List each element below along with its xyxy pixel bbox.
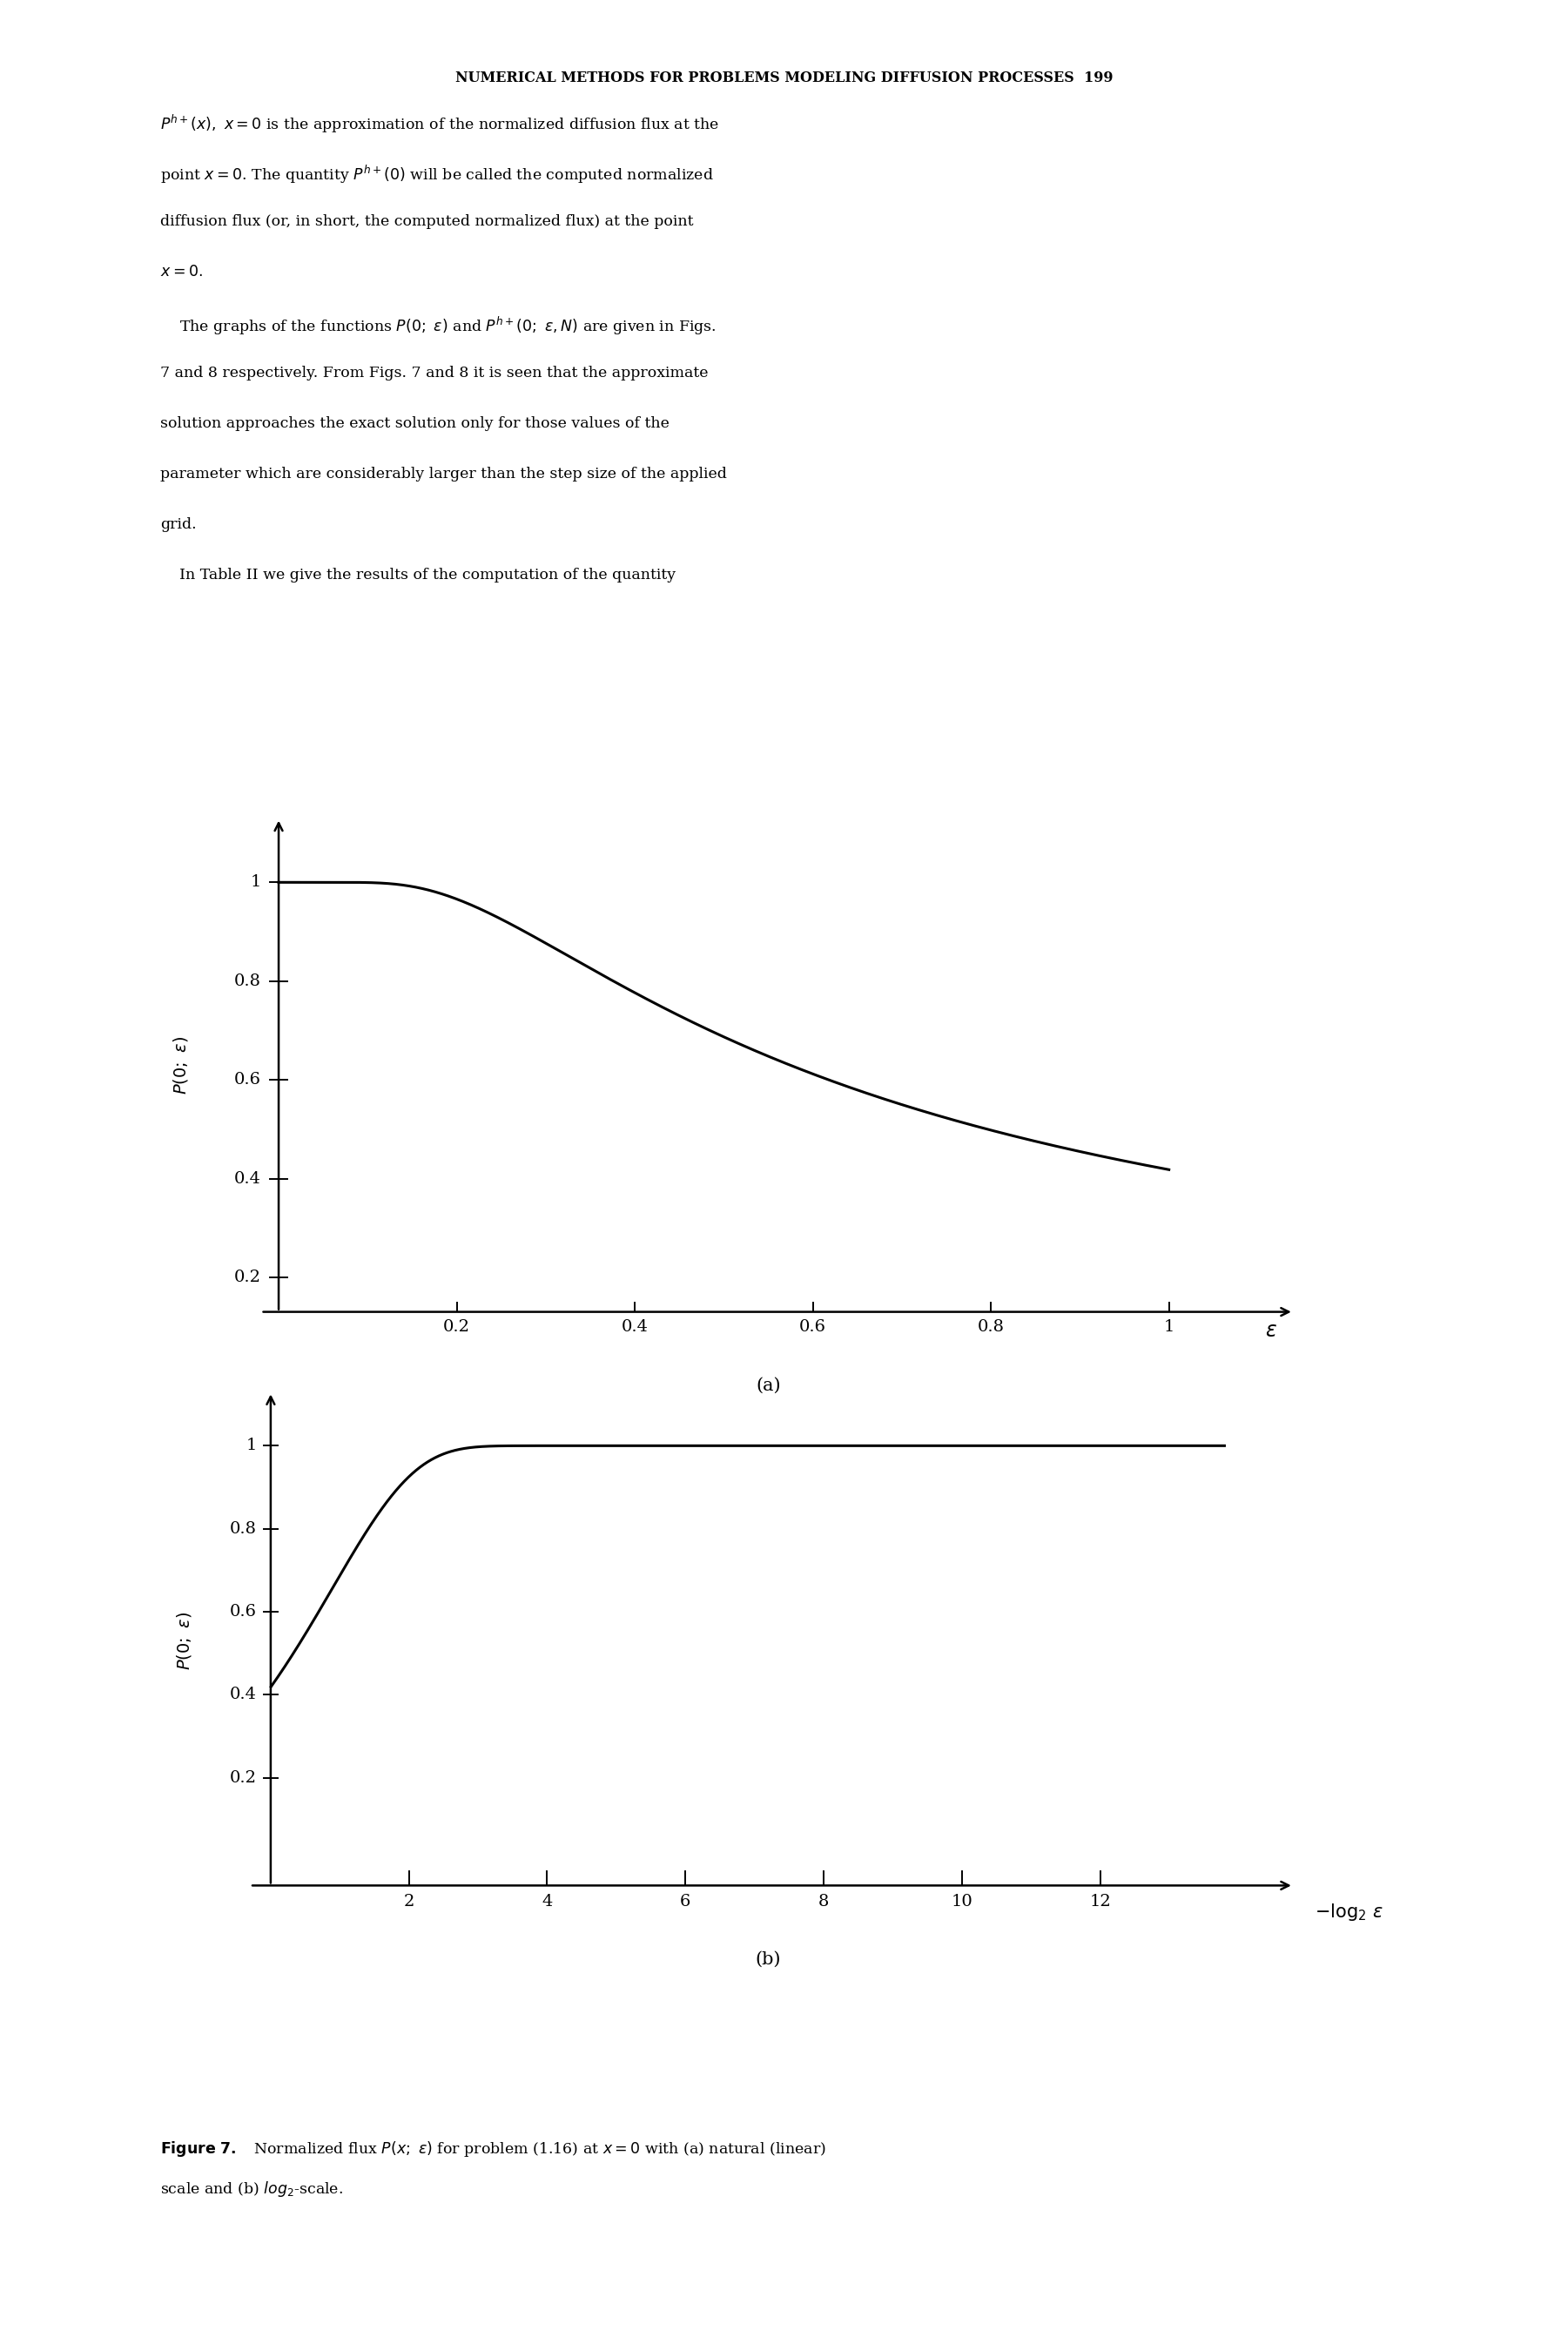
Text: 6: 6: [681, 1895, 691, 1909]
Text: 0.6: 0.6: [234, 1072, 260, 1089]
Text: 0.6: 0.6: [800, 1319, 826, 1335]
Text: $-\log_2\,\varepsilon$: $-\log_2\,\varepsilon$: [1314, 1902, 1383, 1923]
Text: 0.8: 0.8: [977, 1319, 1005, 1335]
Text: The graphs of the functions $P(0;\ \varepsilon)$ and $P^{h+}(0;\ \varepsilon, N): The graphs of the functions $P(0;\ \vare…: [160, 315, 717, 336]
Text: 0.2: 0.2: [234, 1270, 260, 1286]
Text: 0.2: 0.2: [444, 1319, 470, 1335]
Text: $P(0;\ \varepsilon)$: $P(0;\ \varepsilon)$: [171, 1037, 190, 1093]
Text: grid.: grid.: [160, 517, 196, 531]
Text: diffusion flux (or, in short, the computed normalized flux) at the point: diffusion flux (or, in short, the comput…: [160, 214, 693, 228]
Text: 10: 10: [952, 1895, 972, 1909]
Text: 12: 12: [1090, 1895, 1110, 1909]
Text: 0.4: 0.4: [621, 1319, 648, 1335]
Text: 1: 1: [249, 875, 260, 891]
Text: solution approaches the exact solution only for those values of the: solution approaches the exact solution o…: [160, 416, 670, 430]
Text: $P^{h+}(x),\ x = 0$ is the approximation of the normalized diffusion flux at the: $P^{h+}(x),\ x = 0$ is the approximation…: [160, 113, 720, 134]
Text: point $x = 0$. The quantity $P^{h+}(0)$ will be called the computed normalized: point $x = 0$. The quantity $P^{h+}(0)$ …: [160, 165, 713, 186]
Text: 7 and 8 respectively. From Figs. 7 and 8 it is seen that the approximate: 7 and 8 respectively. From Figs. 7 and 8…: [160, 364, 709, 381]
Text: NUMERICAL METHODS FOR PROBLEMS MODELING DIFFUSION PROCESSES  199: NUMERICAL METHODS FOR PROBLEMS MODELING …: [455, 71, 1113, 85]
Text: scale and (b) $\mathit{log}_2$-scale.: scale and (b) $\mathit{log}_2$-scale.: [160, 2179, 343, 2198]
Text: parameter which are considerably larger than the step size of the applied: parameter which are considerably larger …: [160, 465, 726, 482]
Text: 0.2: 0.2: [230, 1770, 257, 1784]
Text: (b): (b): [756, 1951, 781, 1968]
Text: $\varepsilon$: $\varepsilon$: [1265, 1321, 1278, 1340]
Text: 1: 1: [1163, 1319, 1174, 1335]
Text: 0.8: 0.8: [234, 973, 260, 990]
Text: $x = 0.$: $x = 0.$: [160, 266, 202, 280]
Text: 0.4: 0.4: [234, 1171, 260, 1187]
Text: $\mathbf{Figure\ 7.}$   Normalized flux $P(x;\ \varepsilon)$ for problem (1.16) : $\mathbf{Figure\ 7.}$ Normalized flux $P…: [160, 2139, 826, 2158]
Text: 1: 1: [246, 1439, 257, 1453]
Text: 0.6: 0.6: [230, 1603, 257, 1620]
Text: 2: 2: [403, 1895, 414, 1909]
Text: In Table II we give the results of the computation of the quantity: In Table II we give the results of the c…: [160, 569, 676, 583]
Text: 4: 4: [543, 1895, 552, 1909]
Text: 0.8: 0.8: [230, 1521, 257, 1538]
Text: 8: 8: [818, 1895, 829, 1909]
Text: 0.4: 0.4: [230, 1686, 257, 1702]
Text: $P(0;\ \varepsilon)$: $P(0;\ \varepsilon)$: [176, 1610, 193, 1669]
Text: (a): (a): [756, 1378, 781, 1394]
